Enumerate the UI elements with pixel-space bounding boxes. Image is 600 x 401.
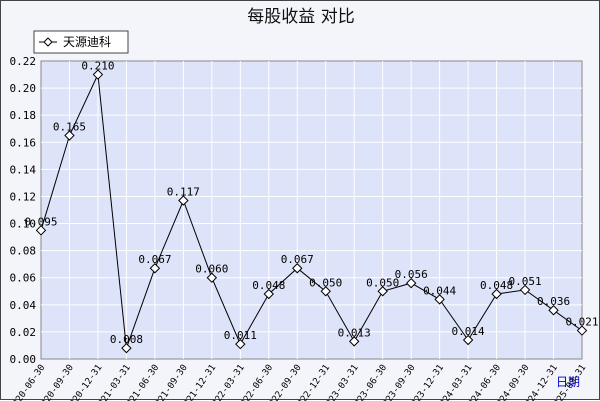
data-label: 0.048 xyxy=(480,279,513,292)
y-tick-label: 0.14 xyxy=(10,163,37,176)
data-label: 0.050 xyxy=(366,276,399,289)
legend-box xyxy=(33,30,129,54)
y-tick-label: 0.02 xyxy=(10,326,37,339)
data-label: 0.067 xyxy=(138,253,171,266)
y-tick-label: 0.08 xyxy=(10,245,37,258)
y-tick-label: 0.16 xyxy=(10,136,37,149)
data-point-marker xyxy=(178,195,189,206)
data-label: 0.044 xyxy=(423,284,456,297)
data-label: 0.021 xyxy=(565,316,598,329)
data-point-marker xyxy=(149,263,161,274)
y-tick-label: 0.18 xyxy=(10,109,37,122)
y-tick-label: 0.04 xyxy=(10,299,37,312)
chart-title: 每股收益 对比 xyxy=(247,7,354,27)
data-point-marker xyxy=(462,334,474,346)
data-point-marker xyxy=(292,263,303,274)
data-label: 0.036 xyxy=(537,295,570,308)
grid-lines xyxy=(41,61,582,359)
data-point-marker xyxy=(35,225,47,236)
data-label: 0.013 xyxy=(338,326,371,339)
data-point-marker xyxy=(121,342,132,354)
y-axis-ticks: 0.00 0.02 0.04 0.06 0.08 0.10 0.12 0.14 0.16 0.18… xyxy=(10,55,37,366)
data-label: 0.060 xyxy=(195,263,228,276)
data-label: 0.048 xyxy=(252,279,285,292)
data-point-marker xyxy=(263,288,274,300)
data-label: 0.165 xyxy=(53,121,86,134)
x-axis-ticks: 2020-06-302020-09-302020-12-312021-03-31… xyxy=(8,363,588,401)
data-label: 0.117 xyxy=(167,186,200,199)
data-point-marker xyxy=(519,284,531,296)
plot-area xyxy=(40,60,583,360)
y-tick-label: 0.22 xyxy=(10,55,37,68)
data-point-marker xyxy=(576,325,588,336)
legend-diamond-marker xyxy=(43,37,53,47)
y-tick-label: 0.00 xyxy=(10,353,37,366)
data-label: 0.011 xyxy=(224,329,257,342)
data-label: 0.056 xyxy=(395,268,428,281)
y-tick-label: 0.12 xyxy=(10,190,37,203)
data-point-marker xyxy=(548,305,559,316)
legend: 天源迪科 xyxy=(33,30,129,54)
y-tick-label: 0.10 xyxy=(10,218,37,231)
data-label: 0.014 xyxy=(452,325,485,338)
data-labels: 0.095 0.165 0.210 0.008 0.067 0.117 0.060 0.011… xyxy=(24,60,598,347)
data-point-marker xyxy=(320,286,331,297)
data-point-marker xyxy=(377,286,388,297)
data-point-marker xyxy=(405,277,417,289)
data-label: 0.050 xyxy=(309,276,342,289)
data-point-marker xyxy=(64,130,75,141)
legend-label: 天源迪科 xyxy=(63,35,111,49)
data-label: 0.008 xyxy=(110,333,143,346)
data-point-marker xyxy=(92,69,104,80)
data-point-marker xyxy=(349,336,360,347)
y-tick-label: 0.20 xyxy=(10,82,37,95)
data-point-marker xyxy=(491,288,502,300)
series-group xyxy=(35,69,588,354)
data-point-marker xyxy=(235,338,246,350)
data-label: 0.095 xyxy=(24,215,57,228)
series-line xyxy=(40,72,583,349)
x-tick-label: 2020-06-30 xyxy=(8,363,47,401)
data-label: 0.210 xyxy=(81,60,114,73)
data-point-marker xyxy=(206,272,218,283)
data-label: 0.067 xyxy=(281,253,314,266)
y-tick-label: 0.06 xyxy=(10,272,37,285)
x-axis-label: 日期 xyxy=(556,375,580,389)
data-point-marker xyxy=(434,294,445,305)
data-label: 0.051 xyxy=(508,275,541,288)
